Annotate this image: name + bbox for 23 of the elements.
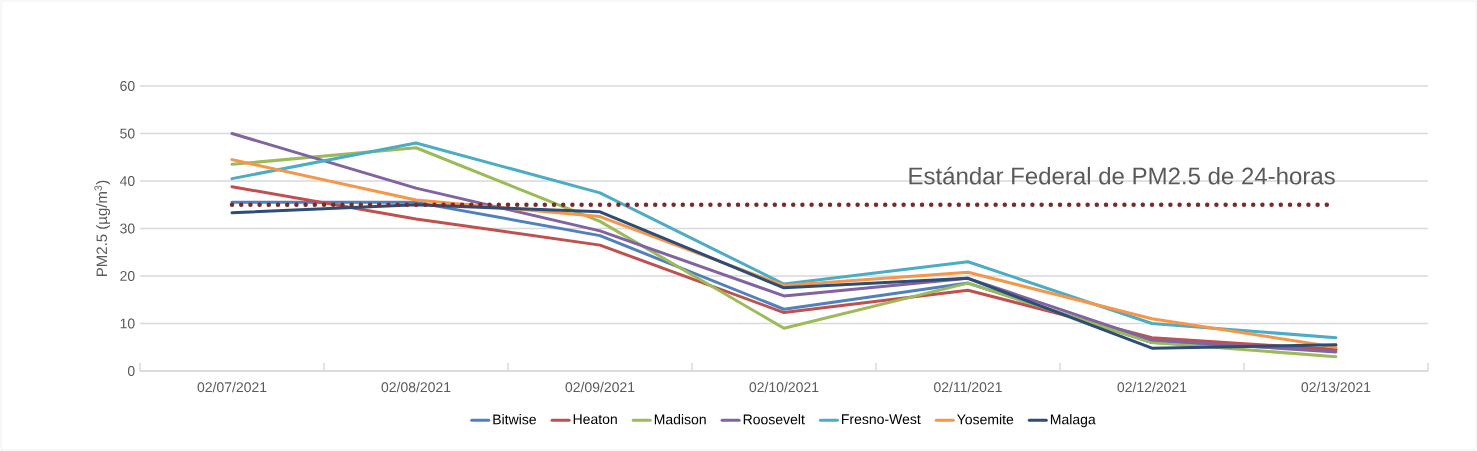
- legend-label: Fresno-West: [842, 414, 921, 425]
- legend-label: Malaga: [1050, 414, 1096, 428]
- x-tick-label: 02/09/2021: [565, 381, 635, 393]
- y-tick-label: 40: [119, 176, 135, 186]
- y-tick-label: 50: [120, 128, 135, 139]
- y-axis-title: PM2.5 (µg/m$^{3}$): [94, 180, 111, 276]
- legend-label: Heaton: [573, 414, 617, 425]
- x-tick-label: 02/07/2021: [197, 381, 267, 393]
- legend-label: Bitwise: [493, 414, 536, 425]
- x-tick-label: 02/13/2021: [1301, 381, 1371, 393]
- y-tick-label: 0: [127, 366, 135, 376]
- x-tick-label: 02/12/2021: [1117, 381, 1187, 393]
- y-tick-label: 30: [120, 223, 135, 234]
- y-tick-label: 60: [120, 81, 135, 91]
- ref-line-label: Estándar Federal de PM2.5 de 24-horas: [909, 166, 1335, 185]
- y-tick-label: 10: [120, 318, 135, 329]
- legend-label: Madison: [654, 414, 706, 425]
- y-tick-label: 20: [120, 271, 135, 281]
- legend-label: Yosemite: [957, 414, 1014, 425]
- x-tick-label: 02/08/2021: [381, 381, 451, 393]
- x-tick-label: 02/11/2021: [933, 381, 1002, 393]
- x-tick-label: 02/10/2021: [749, 381, 819, 393]
- legend-label: Roosevelt: [743, 414, 805, 425]
